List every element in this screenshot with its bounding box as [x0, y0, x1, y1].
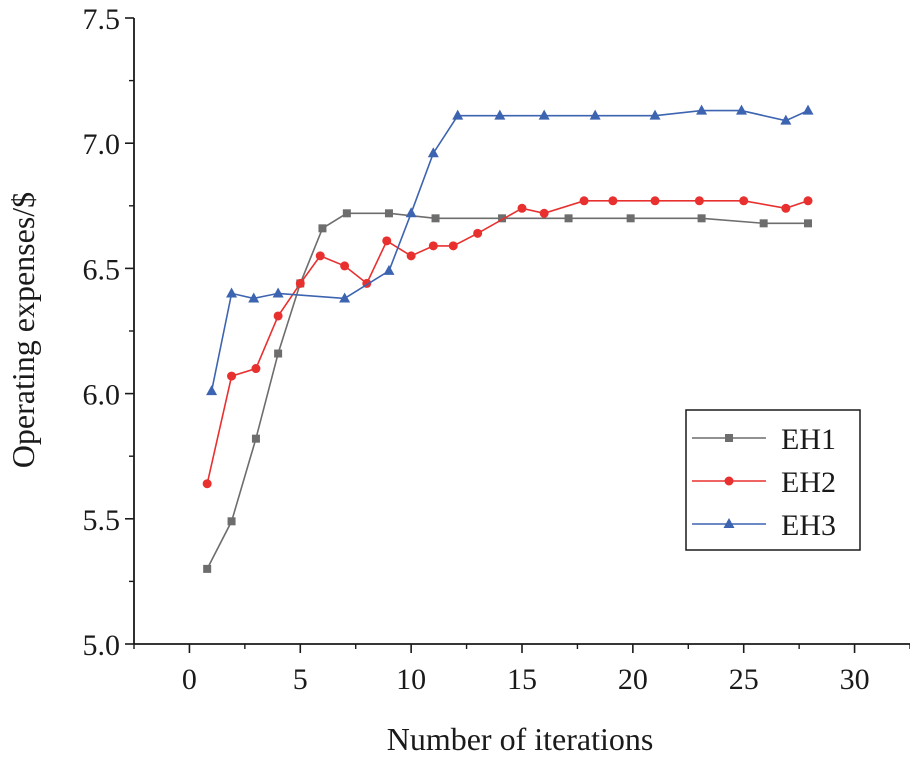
data-point-eh2 [428, 241, 438, 251]
data-point-eh2 [739, 196, 749, 206]
data-point-eh2 [803, 196, 813, 206]
data-point-eh2 [382, 236, 392, 246]
y-tick-label: 6.0 [83, 379, 121, 412]
data-point-eh2 [251, 364, 261, 374]
legend-item-eh2: EH2 [692, 466, 836, 499]
legend-label-eh2: EH2 [781, 466, 836, 499]
data-point-eh3 [427, 147, 439, 158]
legend-label-eh3: EH3 [781, 509, 836, 542]
x-tick-label: 15 [507, 663, 537, 696]
data-point-eh2 [473, 228, 483, 238]
x-tick-label: 20 [618, 663, 648, 696]
data-point-eh1 [564, 214, 573, 223]
data-point-eh2 [539, 208, 549, 218]
data-point-eh2 [579, 196, 589, 206]
data-point-eh1 [697, 214, 706, 223]
data-point-eh2 [295, 278, 305, 288]
data-point-eh3 [339, 292, 351, 303]
data-point-eh1 [804, 219, 813, 228]
legend-item-eh1: EH1 [692, 423, 836, 456]
legend-marker-eh3 [723, 518, 735, 528]
data-point-eh1 [342, 209, 351, 218]
data-point-eh1 [498, 214, 507, 223]
data-point-eh2 [650, 196, 660, 206]
data-point-eh3 [206, 385, 218, 396]
legend-item-eh3: EH3 [692, 509, 836, 542]
data-point-eh1 [203, 564, 212, 573]
data-point-eh2 [448, 241, 458, 251]
data-point-eh3 [696, 104, 708, 115]
data-point-eh2 [406, 251, 416, 261]
data-point-eh2 [202, 479, 212, 489]
data-point-eh3 [272, 287, 284, 298]
x-tick-label: 0 [182, 663, 197, 696]
legend-box [685, 409, 861, 551]
y-tick-label: 5.0 [83, 629, 121, 662]
data-point-eh3 [649, 109, 661, 120]
data-point-eh2 [694, 196, 704, 206]
x-tick-label: 10 [396, 663, 426, 696]
data-point-eh2 [340, 261, 350, 271]
data-point-eh2 [315, 251, 325, 261]
legend-marker-eh2 [724, 476, 734, 486]
data-point-eh3 [735, 104, 747, 115]
data-point-eh1 [384, 209, 393, 218]
data-point-eh2 [517, 203, 527, 213]
data-point-eh3 [802, 104, 814, 115]
data-point-eh1 [274, 349, 283, 358]
x-tick-label: 5 [293, 663, 308, 696]
y-tick-label: 5.5 [83, 504, 121, 537]
data-point-eh3 [538, 109, 550, 120]
x-tick-label: 30 [840, 663, 870, 696]
legend-marker-eh1 [725, 434, 733, 442]
legend-label-eh1: EH1 [781, 423, 836, 456]
data-point-eh1 [318, 224, 327, 233]
y-axis-title: Operating expenses/$ [5, 192, 41, 468]
data-point-eh3 [780, 114, 792, 125]
data-point-eh1 [759, 219, 768, 228]
data-point-eh2 [227, 371, 237, 381]
x-axis-title: Number of iterations [387, 721, 654, 757]
data-point-eh3 [405, 207, 417, 218]
data-point-eh3 [383, 264, 395, 275]
data-point-eh3 [226, 287, 238, 298]
data-point-eh1 [251, 434, 260, 443]
data-point-eh1 [227, 517, 236, 526]
series-line-eh2 [206, 200, 809, 484]
data-point-eh2 [608, 196, 618, 206]
x-tick-label: 25 [729, 663, 759, 696]
data-point-eh3 [589, 109, 601, 120]
y-tick-label: 7.0 [83, 128, 121, 161]
data-point-eh3 [452, 109, 464, 120]
data-point-eh3 [248, 292, 260, 303]
ticks: 0 5 10 15 20 25 30 5.0 5.5 6.0 6.5 7.0 7.5 [83, 3, 910, 696]
data-point-eh1 [431, 214, 440, 223]
data-point-eh2 [781, 203, 791, 213]
series-line-eh3 [210, 109, 809, 392]
legend: EH1 EH2 EH3 [685, 409, 861, 551]
y-tick-label: 7.5 [83, 3, 121, 36]
series-eh3 [206, 104, 814, 396]
data-point-eh1 [626, 214, 635, 223]
data-point-eh3 [494, 109, 506, 120]
y-tick-label: 6.5 [83, 253, 121, 286]
data-point-eh2 [273, 311, 283, 321]
series-group [202, 104, 814, 573]
